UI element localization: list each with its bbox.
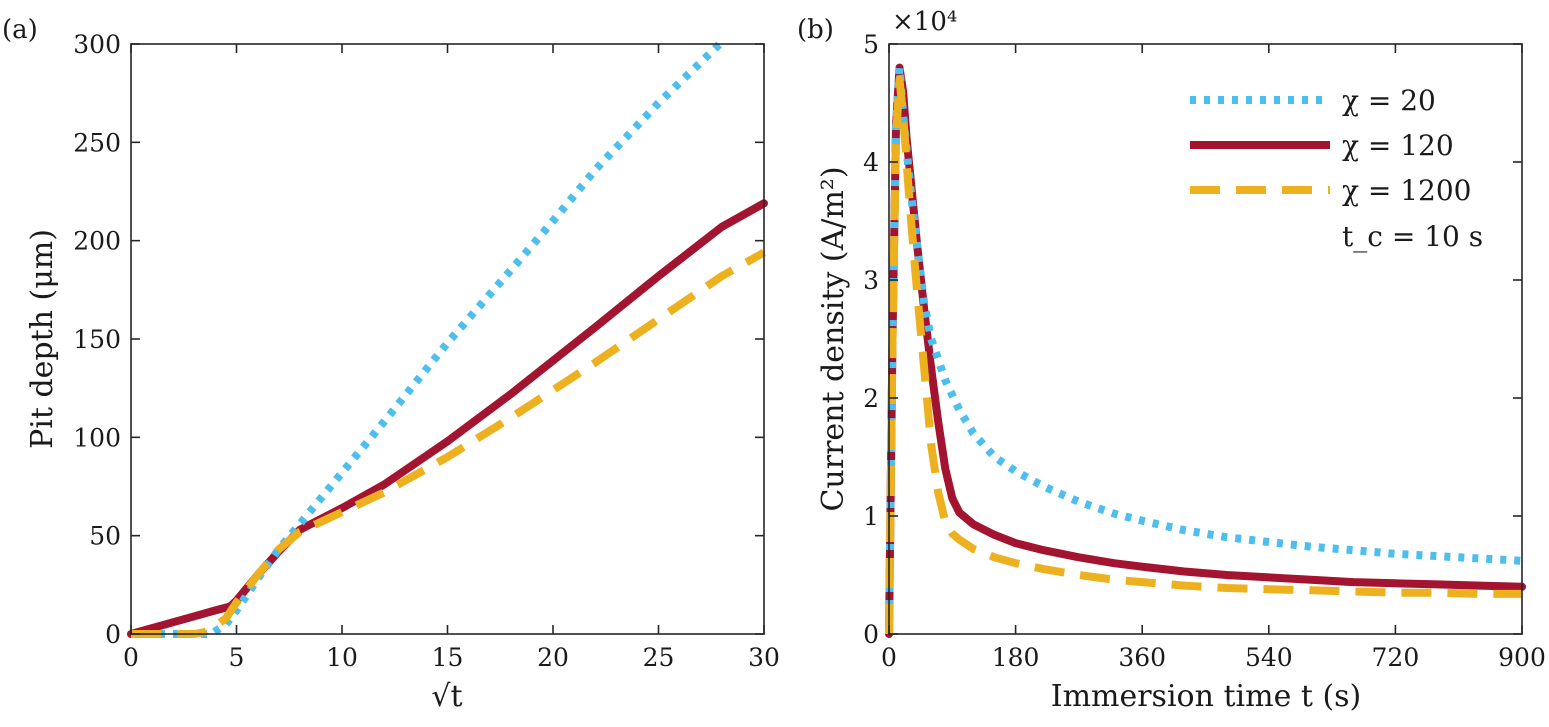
legend-note-tc: t_c = 10 s (1342, 220, 1483, 253)
legend-label-chi-120: χ = 120 (1342, 129, 1454, 162)
panel-a-y-axis-label: Pit depth (μm) (25, 229, 60, 449)
panel-b-x-axis-label: Immersion time t (s) (1051, 679, 1362, 714)
panel-a-series-line-solid (127, 199, 768, 638)
panel-a-x-axis-label: √t (431, 679, 462, 714)
panel-b-label: (b) (797, 15, 834, 45)
panel-b-x-tick-label: 180 (992, 643, 1040, 672)
panel-b-legend: χ = 20 χ = 120 χ = 1200 t_c = 10 s (1190, 84, 1483, 253)
panel-a-series-group (127, 39, 768, 638)
panel-b-y-tick-label: 4 (863, 148, 879, 177)
panel-a-y-tick-label: 200 (73, 227, 121, 256)
panel-b-y-tick-label: 0 (863, 620, 879, 649)
panel-a-x-tick-label: 5 (229, 643, 245, 672)
panel-a-x-tick-label: 0 (123, 643, 139, 672)
panel-b-y-tick-label: 3 (863, 266, 879, 295)
panel-b-x-tick-label: 900 (1498, 643, 1546, 672)
panel-a-y-tick-label: 150 (73, 325, 121, 354)
panel-b-x-tick-label: 720 (1372, 643, 1420, 672)
panel-a-y-tick-label: 50 (89, 522, 121, 551)
legend-label-chi-20: χ = 20 (1342, 84, 1436, 117)
panel-b-ticks: 0 180 360 540 720 900 0 1 2 3 4 5 (863, 30, 1546, 672)
panel-a-label: (a) (2, 15, 38, 45)
panel-b-current-density-chart: (b) ×10⁴ 0 180 360 540 720 900 0 1 2 3 4 5 Current … (797, 7, 1546, 714)
panel-b-series-line-dashed (885, 75, 1522, 635)
legend-label-chi-1200: χ = 1200 (1342, 174, 1472, 207)
panel-a-y-tick-label: 0 (105, 620, 121, 649)
panel-b-y-tick-label: 1 (863, 502, 879, 531)
panel-a-x-tick-label: 15 (432, 643, 464, 672)
panel-a-x-tick-label: 10 (326, 643, 358, 672)
panel-b-x-tick-label: 540 (1245, 643, 1293, 672)
panel-b-y-tick-label: 5 (863, 30, 879, 59)
panel-b-y-axis-label: Current density (A/m²) (816, 166, 851, 511)
panel-a-x-tick-label: 30 (748, 643, 780, 672)
panel-b-y-multiplier: ×10⁴ (892, 7, 957, 37)
panel-b-series-group (885, 63, 1526, 638)
panel-a-y-tick-label: 300 (73, 30, 121, 59)
panel-b-x-tick-label: 360 (1118, 643, 1166, 672)
panel-b-x-tick-label: 0 (881, 643, 897, 672)
panel-a-x-tick-label: 25 (643, 643, 675, 672)
panel-b-axes-box (888, 43, 1523, 635)
panel-a-y-tick-label: 100 (73, 423, 121, 452)
panel-a-axes-box (130, 43, 765, 635)
panel-a-y-tick-label: 250 (73, 128, 121, 157)
panel-a-x-tick-label: 20 (537, 643, 569, 672)
panel-b-y-tick-label: 2 (863, 384, 879, 413)
